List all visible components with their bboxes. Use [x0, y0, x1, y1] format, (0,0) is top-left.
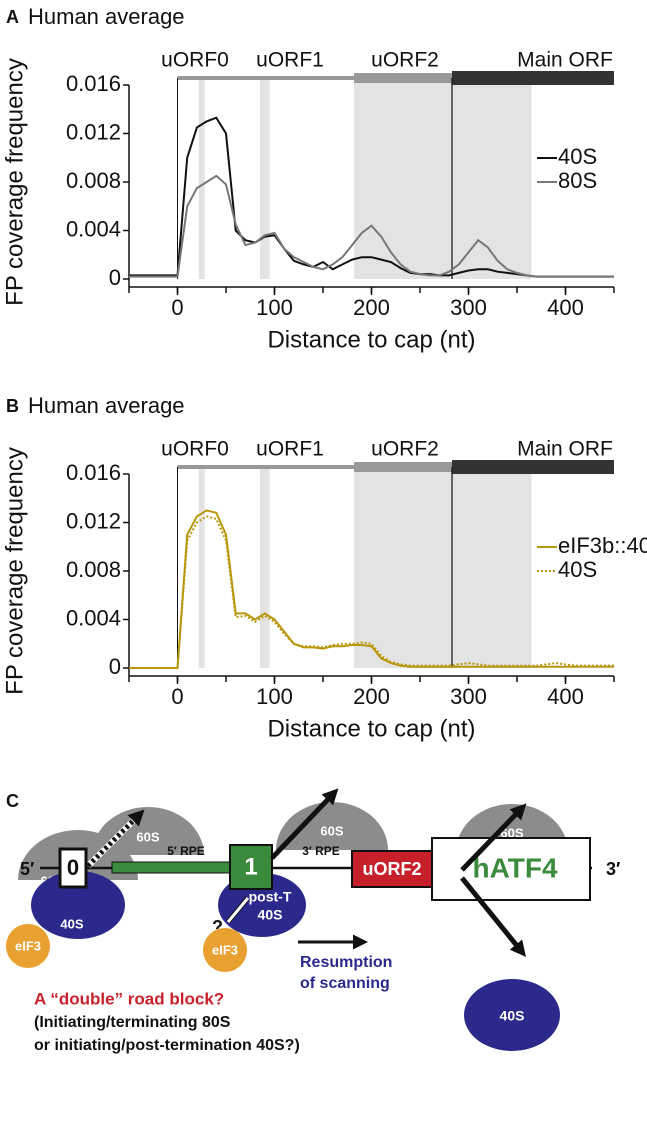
- x-tick-label: 300: [450, 684, 487, 709]
- arrow: [460, 876, 527, 957]
- label: 40S: [60, 916, 83, 931]
- region-label: uORF1: [256, 438, 324, 461]
- x-tick-label: 400: [547, 684, 584, 709]
- label: A “double” road block?: [34, 989, 224, 1008]
- x-tick-label: 0: [171, 684, 183, 709]
- label: 60S: [500, 825, 523, 840]
- y-tick-label: 0.016: [66, 71, 121, 96]
- region-bar: [354, 73, 532, 83]
- arrow: [86, 809, 145, 868]
- subunit-40s: [464, 979, 560, 1051]
- uorf1-box: [229, 844, 273, 890]
- y-tick-label: 0.008: [66, 557, 121, 582]
- charts: A Human average uORF0 uORF1 uORF2 Main ORF 0 0.…: [1, 4, 647, 743]
- region-bar: [354, 462, 532, 472]
- region-bar: [452, 71, 614, 85]
- region-shade: [198, 78, 205, 279]
- y-tick-label: 0: [109, 265, 121, 290]
- x-tick-label: 300: [450, 295, 487, 320]
- panel-label: A: [6, 7, 19, 27]
- rpe5: [111, 861, 231, 874]
- label: 40S: [258, 907, 283, 923]
- arrow: [226, 897, 250, 923]
- label: 1: [244, 853, 257, 880]
- y-tick-label: 0: [109, 654, 121, 679]
- region-shade: [259, 467, 270, 668]
- x-tick-label: 100: [256, 295, 293, 320]
- y-tick-label: 0.008: [66, 168, 121, 193]
- x-tick-label: 400: [547, 295, 584, 320]
- legend-label: 40S: [558, 557, 597, 582]
- label: uORF2: [362, 859, 421, 879]
- series-line: [129, 174, 614, 278]
- arrow: [460, 803, 527, 872]
- y-tick-label: 0.016: [66, 460, 121, 485]
- region-bar: [452, 460, 614, 474]
- label: 60S: [136, 829, 159, 844]
- uorf0-box: [58, 847, 88, 889]
- y-axis-label: FP coverage frequency: [1, 447, 28, 695]
- y-tick-label: 0.004: [66, 605, 121, 630]
- label: 0: [67, 855, 79, 880]
- x-tick-label: 200: [353, 295, 390, 320]
- legend-label: 80S: [558, 168, 597, 193]
- label: (Initiating/terminating 80S: [34, 1014, 231, 1031]
- y-axis-label: FP coverage frequency: [1, 58, 28, 306]
- x-tick-label: 0: [171, 295, 183, 320]
- region-label: uORF2: [371, 438, 439, 461]
- y-tick-label: 0.012: [66, 508, 121, 533]
- subunit-60s: [92, 807, 204, 855]
- region-shade: [354, 78, 532, 279]
- region-label: Main ORF: [517, 49, 613, 72]
- x-tick-label: 100: [256, 684, 293, 709]
- label: of scanning: [300, 975, 390, 992]
- chart-title: Human average: [28, 4, 185, 29]
- arrow: [270, 788, 339, 860]
- region-label: uORF0: [161, 438, 229, 461]
- chart-title: Human average: [28, 393, 185, 418]
- panel-label: C: [6, 791, 19, 811]
- label: 3′: [606, 859, 620, 879]
- y-tick-label: 0.012: [66, 119, 121, 144]
- y-tick-label: 0.004: [66, 216, 121, 241]
- subunit-40s: [31, 871, 125, 939]
- label: ?: [212, 917, 223, 937]
- label: eIF3: [212, 942, 238, 957]
- series-line: [129, 515, 614, 669]
- region-shade: [259, 78, 270, 279]
- legend-label: eIF3b::40S: [558, 533, 647, 558]
- label: post-T: [249, 889, 292, 905]
- region-shade: [198, 467, 205, 668]
- legend-label: 40S: [558, 144, 597, 169]
- x-axis-label: Distance to cap (nt): [267, 715, 475, 742]
- label: or initiating/post-termination 40S?): [34, 1037, 300, 1054]
- x-axis-label: Distance to cap (nt): [267, 326, 475, 353]
- eif3: [203, 928, 247, 972]
- label: 40S: [500, 1008, 525, 1024]
- region-shade: [354, 467, 532, 668]
- region-label: uORF0: [161, 49, 229, 72]
- subunit-60s: [276, 802, 388, 850]
- uorf2-box: [351, 850, 433, 888]
- diagram: C 60S 60S 60S 60S 5′ 3′ 40S 0 eIF3 5′ RP…: [6, 788, 620, 1054]
- panel-label: B: [6, 396, 19, 416]
- region-label: uORF1: [256, 49, 324, 72]
- label: eIF3: [15, 938, 41, 953]
- eif3: [6, 924, 50, 968]
- label: 5′: [20, 859, 34, 879]
- label: 3′ RPE: [302, 844, 340, 858]
- x-tick-label: 200: [353, 684, 390, 709]
- series-line: [129, 509, 614, 669]
- label: hATF4: [472, 852, 557, 883]
- label: 60S: [320, 823, 343, 838]
- region-label: uORF2: [371, 49, 439, 72]
- region-label: Main ORF: [517, 438, 613, 461]
- label: Resumption: [300, 954, 392, 971]
- label: 5′ RPE: [167, 844, 205, 858]
